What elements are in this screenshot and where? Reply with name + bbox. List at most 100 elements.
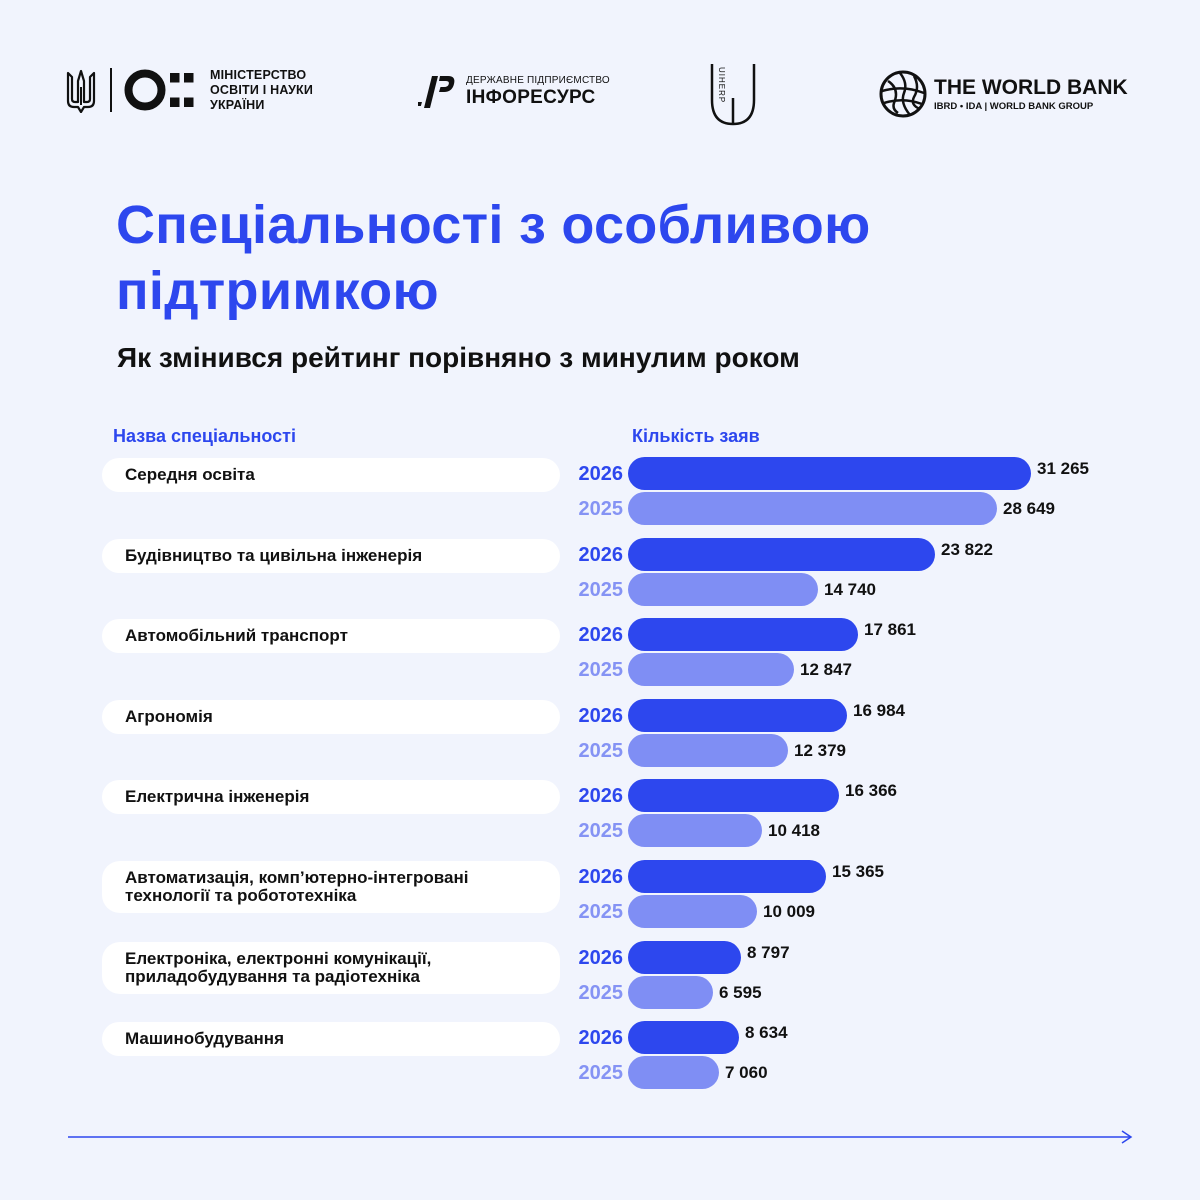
year-label: 2026 xyxy=(578,785,624,808)
uiherp-label: UIHERP xyxy=(717,67,726,103)
arrow-right-icon xyxy=(68,1130,1133,1144)
specialty-label-text: Середня освіта xyxy=(125,466,255,484)
year-label: 2025 xyxy=(578,659,624,682)
year-label: 2026 xyxy=(578,543,624,566)
specialty-label-line: Електроніка, електронні комунікації, xyxy=(125,948,432,968)
bar-2025 xyxy=(628,975,713,1009)
specialty-label-text: Електроніка, електронні комунікації, прил… xyxy=(125,948,432,986)
value-label: 16 984 xyxy=(853,700,905,720)
ministry-line: ОСВІТИ І НАУКИ xyxy=(210,82,314,97)
year-label: 2025 xyxy=(578,1062,624,1085)
value-label: 12 379 xyxy=(794,740,846,760)
specialty-label-text: Автоматизація, комп’ютерно-інтегровані те… xyxy=(125,869,468,905)
specialty-label-line: Автомобільний транспорт xyxy=(125,626,348,646)
partner-logos: МІНІСТЕРСТВО ОСВІТИ І НАУКИ УКРАЇНИ ДЕРЖ… xyxy=(0,0,1200,140)
value-label: 8 634 xyxy=(745,1023,788,1043)
title-line: Спеціальності з особливою xyxy=(116,195,871,255)
year-label: 2026 xyxy=(578,1027,624,1050)
value-label: 10 009 xyxy=(763,902,815,921)
value-label: 6 595 xyxy=(719,982,762,1002)
bar-2026 xyxy=(628,698,847,732)
value-label: 23 822 xyxy=(941,539,993,559)
specialty-label: Середня освіта xyxy=(102,458,560,492)
value-label: 10 418 xyxy=(768,821,820,841)
specialty-label-line: приладобудування та радіотехніка xyxy=(125,966,420,986)
year-label: 2025 xyxy=(578,981,624,1004)
specialty-label-line: Будівництво та цивільна інженерія xyxy=(125,545,423,565)
bar-2026 xyxy=(628,618,858,652)
bar-2025 xyxy=(628,572,818,606)
specialty-label-text: Електрична інженерія xyxy=(125,788,309,806)
year-label: 2026 xyxy=(578,946,624,969)
column-header-applications: Кількість заяв xyxy=(632,426,760,446)
specialty-label-line: Автоматизація, комп’ютерно-інтегровані xyxy=(125,868,469,887)
value-label: 8 797 xyxy=(747,942,790,962)
bar-2026 xyxy=(628,860,826,893)
worldbank-logo: THE WORLD BANK IBRD • IDA | WORLD BANK G… xyxy=(878,68,1128,120)
trident-icon xyxy=(66,69,96,113)
specialty-label: Автомобільний транспорт xyxy=(102,619,560,654)
specialty-label-line: Машинобудування xyxy=(125,1029,284,1049)
inforesurs-mark-icon xyxy=(418,76,455,108)
worldbank-title: THE WORLD BANK xyxy=(934,75,1128,99)
specialty-label: Електроніка, електронні комунікації, прил… xyxy=(102,941,560,994)
year-label: 2026 xyxy=(578,866,624,888)
specialty-label-line: Агрономія xyxy=(125,706,213,726)
specialty-label: Автоматизація, комп’ютерно-інтегровані те… xyxy=(102,861,560,913)
year-label: 2026 xyxy=(578,624,624,647)
column-header-specialty: Назва спеціальності xyxy=(113,426,296,446)
year-label: 2025 xyxy=(578,901,624,923)
title-line: підтримкою xyxy=(116,261,439,321)
bar-2025 xyxy=(628,814,762,848)
ministry-mark-icon xyxy=(124,69,194,111)
bar-2026 xyxy=(628,779,839,813)
value-label: 31 265 xyxy=(1037,459,1089,478)
specialty-label-text: Автомобільний транспорт xyxy=(125,627,348,645)
year-label: 2025 xyxy=(578,578,624,601)
uiherp-logo: UIHERP xyxy=(710,64,756,126)
specialty-label: Машинобудування xyxy=(102,1022,560,1057)
specialty-label-text: Агрономія xyxy=(125,706,213,726)
specialty-label-text: Машинобудування xyxy=(125,1030,284,1048)
specialty-label-line: Середня освіта xyxy=(125,465,255,484)
bar-2025 xyxy=(628,1056,719,1090)
specialty-label: Електрична інженерія xyxy=(102,780,560,815)
year-label: 2026 xyxy=(578,704,624,727)
specialty-label-line: Електрична інженерія xyxy=(125,787,310,807)
ministry-line: МІНІСТЕРСТВО xyxy=(210,67,307,82)
value-label: 17 861 xyxy=(864,620,916,640)
worldbank-subtitle: IBRD • IDA | WORLD BANK GROUP xyxy=(934,100,1094,112)
specialty-label-text: Будівництво та цивільна інженерія xyxy=(125,545,423,565)
value-label: 28 649 xyxy=(1003,499,1055,518)
inforesurs-subtitle: ДЕРЖАВНЕ ПІДПРИЄМСТВО xyxy=(466,75,610,86)
value-label: 7 060 xyxy=(725,1063,768,1083)
year-label: 2025 xyxy=(578,739,624,762)
globe-icon xyxy=(879,70,927,118)
value-label: 15 365 xyxy=(832,862,884,881)
inforesurs-title: ІНФОРЕСУРС xyxy=(466,87,596,108)
bar-2025 xyxy=(628,492,997,525)
bar-2025 xyxy=(628,653,794,687)
specialty-label: Будівництво та цивільна інженерія xyxy=(102,538,560,573)
ministry-name: МІНІСТЕРСТВО ОСВІТИ І НАУКИ УКРАЇНИ xyxy=(210,68,313,113)
ministry-line: УКРАЇНИ xyxy=(210,97,265,112)
specialty-label: Агрономія xyxy=(102,699,560,734)
bar-2026 xyxy=(628,457,1031,490)
bar-2025 xyxy=(628,895,757,928)
year-label: 2025 xyxy=(578,498,624,520)
bar-2026 xyxy=(628,1021,739,1055)
bar-2026 xyxy=(628,940,741,974)
specialty-label-line: технології та робототехніка xyxy=(125,886,357,905)
page-title: Спеціальності з особливою підтримкою xyxy=(116,192,1016,324)
value-label: 16 366 xyxy=(845,781,897,801)
bar-2025 xyxy=(628,733,788,767)
page-subtitle: Як змінився рейтинг порівняно з минулим … xyxy=(117,342,800,373)
value-label: 12 847 xyxy=(800,660,852,680)
year-label: 2025 xyxy=(578,820,624,843)
value-label: 14 740 xyxy=(824,579,876,599)
bar-2026 xyxy=(628,537,935,571)
logo-separator xyxy=(110,68,112,112)
year-label: 2026 xyxy=(578,463,624,485)
inforesurs-logo: ДЕРЖАВНЕ ПІДПРИЄМСТВО ІНФОРЕСУРС xyxy=(418,70,610,114)
